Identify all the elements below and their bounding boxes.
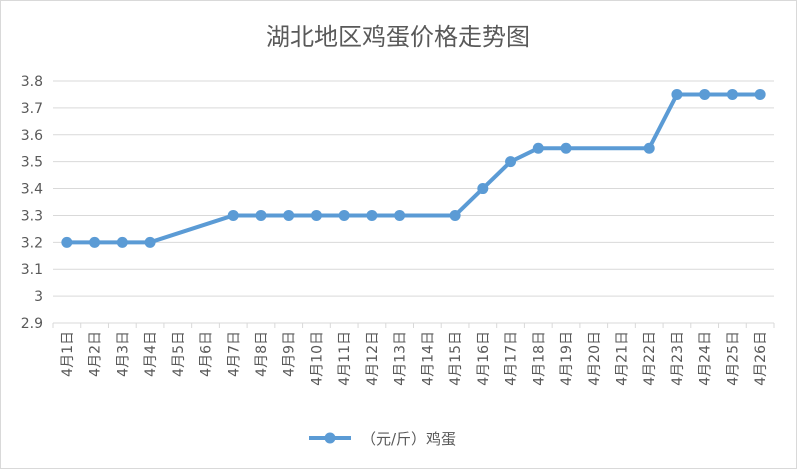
data-point: [532, 142, 544, 154]
y-tick-label: 3.1: [21, 262, 43, 278]
y-tick-label: 3.2: [21, 235, 43, 251]
legend: （元/斤）鸡蛋: [309, 430, 456, 448]
x-tick-label: 4月3日: [115, 331, 131, 377]
y-tick-label: 3: [34, 289, 43, 305]
data-point: [560, 142, 572, 154]
y-tick-label: 3.7: [21, 101, 43, 117]
x-axis: 4月1日 4月2日 4月3日 4月4日 4月5日 4月6日 4月7日 4月8日 4月9日 4月10…: [52, 322, 775, 386]
x-tick-label: 4月18日: [531, 331, 547, 386]
y-tick-label: 3.5: [21, 155, 43, 171]
y-tick-label: 3.3: [21, 208, 43, 224]
x-tick-label: 4月14日: [420, 331, 436, 386]
data-point: [505, 156, 517, 168]
x-tick-label: 4月7日: [226, 331, 242, 377]
x-tick-label: 4月16日: [476, 331, 492, 386]
data-point: [366, 209, 378, 221]
data-point: [338, 209, 350, 221]
data-point: [671, 88, 683, 100]
x-tick-label: 4月9日: [282, 331, 298, 377]
x-tick-label: 4月8日: [254, 331, 270, 377]
x-tick-label: 4月12日: [365, 331, 381, 386]
y-tick-label: 3.4: [21, 182, 43, 198]
data-point: [116, 236, 128, 248]
x-tick-label: 4月17日: [504, 331, 520, 386]
y-tick-label: 3.6: [21, 128, 43, 144]
x-tick-label: 4月19日: [559, 331, 575, 386]
x-tick-label: 4月11日: [337, 331, 353, 386]
x-tick-label: 4月4日: [143, 331, 159, 377]
data-point: [310, 209, 322, 221]
data-point: [754, 88, 766, 100]
data-point: [449, 209, 461, 221]
x-tick-label: 4月2日: [88, 331, 104, 377]
y-tick-label: 2.9: [21, 316, 43, 332]
data-point: [726, 88, 738, 100]
data-point: [227, 209, 239, 221]
x-tick-label: 4月13日: [393, 331, 409, 386]
chart-title: 湖北地区鸡蛋价格走势图: [266, 23, 530, 51]
series-layer: [61, 88, 766, 248]
data-point: [255, 209, 267, 221]
x-tick-label: 4月26日: [753, 331, 769, 386]
x-tick-label: 4月1日: [60, 331, 76, 377]
x-tick-label: 4月5日: [171, 331, 187, 377]
data-point: [643, 142, 655, 154]
x-tick-label: 4月15日: [448, 331, 464, 386]
x-tick-label: 4月24日: [698, 331, 714, 386]
x-tick-label: 4月22日: [642, 331, 658, 386]
data-point: [61, 236, 73, 248]
legend-series-label: （元/斤）鸡蛋: [361, 430, 456, 448]
x-tick-label: 4月25日: [725, 331, 741, 386]
data-point: [394, 209, 406, 221]
y-tick-label: 3.8: [21, 74, 43, 90]
data-point: [699, 88, 711, 100]
x-tick-label: 4月21日: [614, 331, 630, 386]
data-point: [477, 183, 489, 195]
y-axis: 2.9 3 3.1 3.2 3.3 3.4 3.5 3.6 3.7 3.8: [21, 74, 43, 332]
data-point: [89, 236, 101, 248]
x-tick-label: 4月23日: [670, 331, 686, 386]
x-tick-label: 4月20日: [587, 331, 603, 386]
x-tick-label: 4月10日: [309, 331, 325, 386]
x-tick-label: 4月6日: [199, 331, 215, 377]
gridlines: [53, 80, 774, 297]
legend-point-marker: [324, 432, 336, 444]
series-line: [64, 92, 763, 245]
data-point: [283, 209, 295, 221]
data-point: [144, 236, 156, 248]
